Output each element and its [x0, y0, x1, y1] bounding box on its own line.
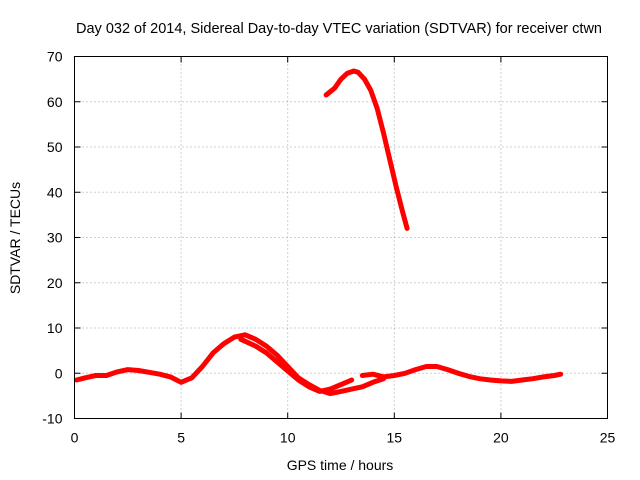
x-tick-label: 0 — [71, 430, 79, 446]
x-tick-label: 15 — [387, 430, 403, 446]
y-tick-label: 10 — [47, 320, 63, 336]
x-tick-label: 5 — [177, 430, 185, 446]
x-tick-label: 20 — [493, 430, 509, 446]
x-tick-label: 25 — [600, 430, 616, 446]
chart-title: Day 032 of 2014, Sidereal Day-to-day VTE… — [76, 21, 602, 37]
x-axis-label: GPS time / hours — [287, 457, 394, 473]
tick-layer: 0 5 10 15 20 25 -10 0 10 20 30 40 50 60 70 — [42, 49, 615, 446]
series-line-segment-2 — [238, 336, 355, 394]
x-tick-label: 10 — [280, 430, 296, 446]
y-tick-label: 70 — [47, 49, 63, 65]
y-tick-label: 50 — [47, 139, 63, 155]
series-line-segment-4 — [323, 68, 410, 231]
series-line-segment-3 — [359, 364, 564, 384]
y-axis-label: SDTVAR / TECUs — [7, 182, 23, 294]
series-line-segment-1 — [74, 332, 387, 397]
y-tick-label: 60 — [47, 94, 63, 110]
series-layer — [74, 68, 564, 397]
y-tick-label: 30 — [47, 230, 63, 246]
y-tick-label: 20 — [47, 275, 63, 291]
y-tick-label: 40 — [47, 184, 63, 200]
y-tick-label: 0 — [55, 365, 63, 381]
grid-layer — [74, 56, 608, 419]
y-tick-label: -10 — [42, 411, 62, 427]
